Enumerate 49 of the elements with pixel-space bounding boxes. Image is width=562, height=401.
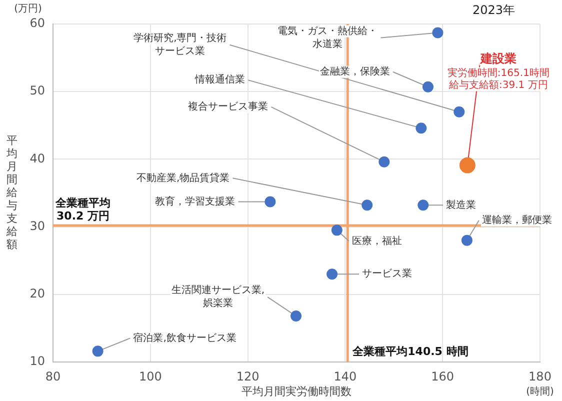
x-tick-label: 140 [334, 369, 357, 384]
point [461, 234, 472, 246]
point [459, 157, 476, 174]
chart-title: 2023年 [472, 3, 515, 18]
point [418, 200, 429, 211]
point [326, 268, 338, 280]
annotation: 生活関連サービス業,娯楽業 [171, 284, 265, 310]
annotation: 不動産業,物品賃貸業 [136, 172, 230, 184]
y-tick-label: 60 [30, 16, 45, 30]
x-tick-label: 120 [236, 369, 260, 384]
annotation: 運輸業，郵便業 [482, 214, 552, 226]
y-tick-label: 50 [30, 84, 45, 98]
point [362, 200, 373, 211]
annotation: 医療，福祉 [352, 234, 402, 247]
point [331, 224, 342, 236]
annotation: サービス業 [362, 268, 412, 280]
point [264, 196, 276, 208]
point [422, 81, 434, 92]
annotation: 給与支給額:39.1 万円 [448, 78, 548, 91]
point [454, 106, 465, 118]
annotation: 宿泊業,飲食サービス業 [133, 332, 236, 344]
annotation: 教育，学習支援業 [155, 195, 236, 208]
point [432, 27, 444, 38]
annotation: 建設業 [479, 51, 516, 66]
annotation: 製造業 [446, 198, 476, 211]
annotation: 電気・ガス・熱供給・水道業 [278, 24, 378, 50]
y-tick-label: 10 [30, 354, 45, 368]
annotation: 複合サービス事業 [188, 100, 268, 112]
text: 平均月間給与支給額 [6, 134, 18, 251]
ref-line-label: 全業種平均 30.2 万円 [54, 196, 110, 222]
x-tick-label: 180 [528, 369, 552, 384]
point [378, 156, 390, 168]
y-tick-label: 40 [30, 151, 45, 166]
text: (時間) [526, 386, 554, 398]
ref-line-label: 全業種平均140.5 時間 [352, 344, 468, 358]
x-tick-label: 100 [138, 369, 162, 384]
x-tick-label: 80 [45, 369, 61, 384]
text: (万円) [14, 4, 42, 15]
y-tick-label: 20 [30, 286, 45, 301]
annotation: 金融業，保険業 [320, 65, 390, 78]
y-tick-label: 30 [30, 218, 45, 233]
annotation: 学術研究,専門・技術サービス業 [134, 32, 227, 57]
annotation: 実労働時間:165.1時間 [447, 66, 550, 79]
point [92, 346, 104, 357]
point [416, 122, 427, 134]
point [290, 310, 302, 322]
x-tick-label: 160 [431, 369, 454, 384]
x-axis-title: 平均月間実労働時間数 [242, 384, 352, 398]
annotation: 情報通信業 [194, 74, 246, 86]
